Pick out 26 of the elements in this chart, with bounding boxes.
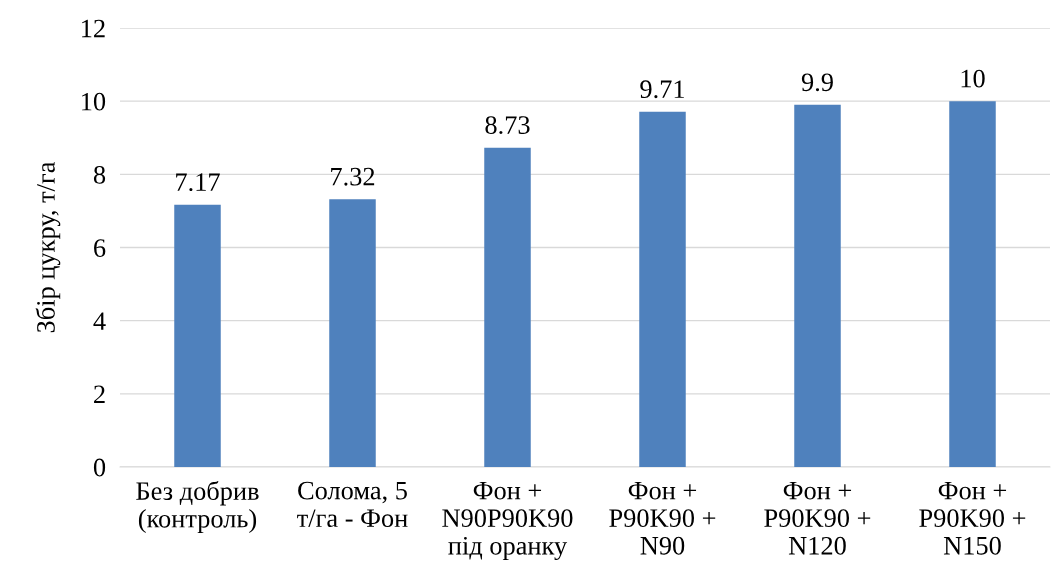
x-tick-label: Фон + N90P90K90 під оранку [442,481,573,561]
x-tick-label: Без добрив (контроль) [136,480,259,533]
bar [794,104,841,467]
y-axis-title: Збір цукру, т/га [35,161,61,333]
bar [949,101,996,467]
x-tick-label: Фон + P90K90 + N90 [609,481,716,555]
bar [329,199,376,467]
bar [484,147,531,467]
data-label: 7.32 [331,167,375,186]
x-tick-label: Фон + P90K90 + N150 [919,481,1026,555]
y-tick-label: 10 [82,92,106,111]
data-label: 8.73 [485,116,530,135]
bar [639,111,686,467]
y-tick-label: 8 [93,165,106,184]
data-label: 9.9 [801,73,833,92]
y-tick-label: 0 [93,458,106,477]
y-tick-label: 6 [94,239,106,257]
y-tick-label: 2 [94,385,105,403]
y-tick-label: 12 [82,19,105,38]
data-label: 7.17 [176,173,220,192]
data-label: 9.71 [640,80,685,99]
x-tick-label: Солома, 5 т/га - Фон [297,481,408,528]
y-tick-label: 4 [93,312,106,330]
data-label: 10 [961,69,985,88]
bar [174,204,221,467]
x-tick-label: Фон + P90K90 + N120 [764,481,871,555]
